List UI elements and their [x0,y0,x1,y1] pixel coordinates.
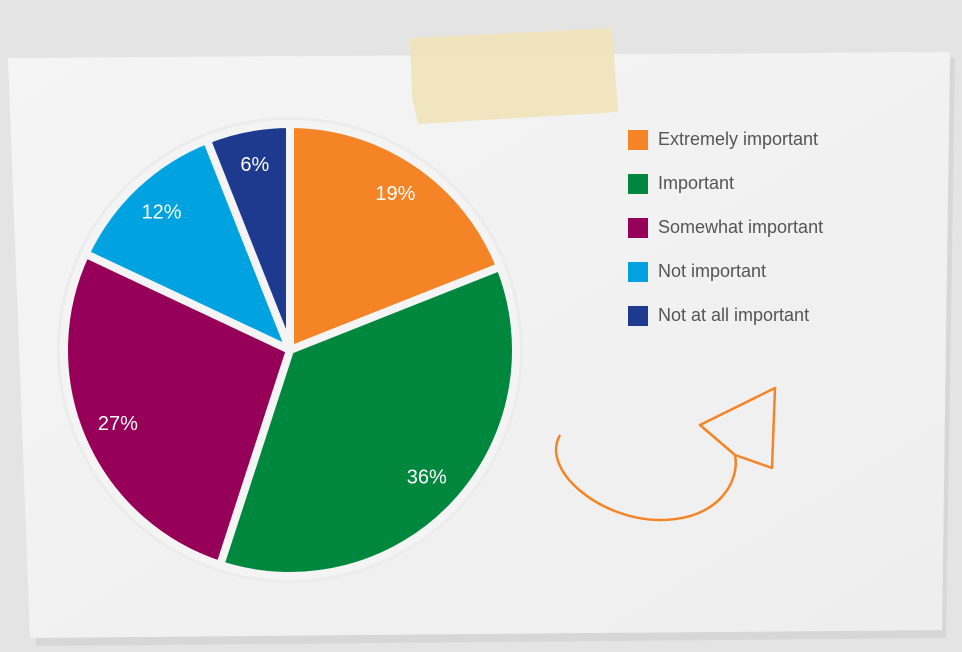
legend-text: Important [658,173,734,193]
legend-text: Somewhat important [658,217,823,237]
legend-swatch [628,218,648,238]
legend-text: Not important [658,261,766,281]
pie-slice [81,135,294,354]
pie-slice [216,262,520,580]
slice-label: 19% [375,183,415,205]
legend-swatch [628,262,648,282]
legend: Extremely important Important Somewhat imp… [628,129,823,326]
slice-label: 12% [142,202,182,224]
legend-swatch [628,174,648,194]
pie-slice [60,249,294,569]
doodle-arrow [554,386,777,522]
pie-slice [202,120,294,354]
slice-label: 6% [240,154,269,176]
slice-label: 27% [98,413,138,435]
legend-swatch [628,130,648,150]
legend-text: Extremely important [658,129,818,149]
pie: 19% 36% 27% 12% 6% [60,120,520,580]
pie-slice [286,120,505,354]
legend-swatch [628,306,648,326]
legend-text: Not at all important [658,305,809,325]
tape [410,28,618,124]
slice-label: 36% [407,467,447,489]
